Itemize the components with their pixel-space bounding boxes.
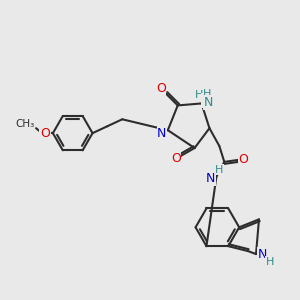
Text: O: O [238,153,248,167]
Text: CH₃: CH₃ [16,119,35,129]
Text: H: H [203,88,212,98]
Text: H: H [266,257,274,267]
Text: H: H [215,165,224,175]
Text: N: N [204,96,213,109]
Text: N: N [257,248,267,261]
Text: H: H [195,89,204,100]
Text: O: O [171,152,181,165]
Text: N: N [206,172,215,185]
Text: N: N [157,127,167,140]
Text: N: N [202,94,211,107]
Text: O: O [40,127,50,140]
Text: O: O [156,82,166,95]
